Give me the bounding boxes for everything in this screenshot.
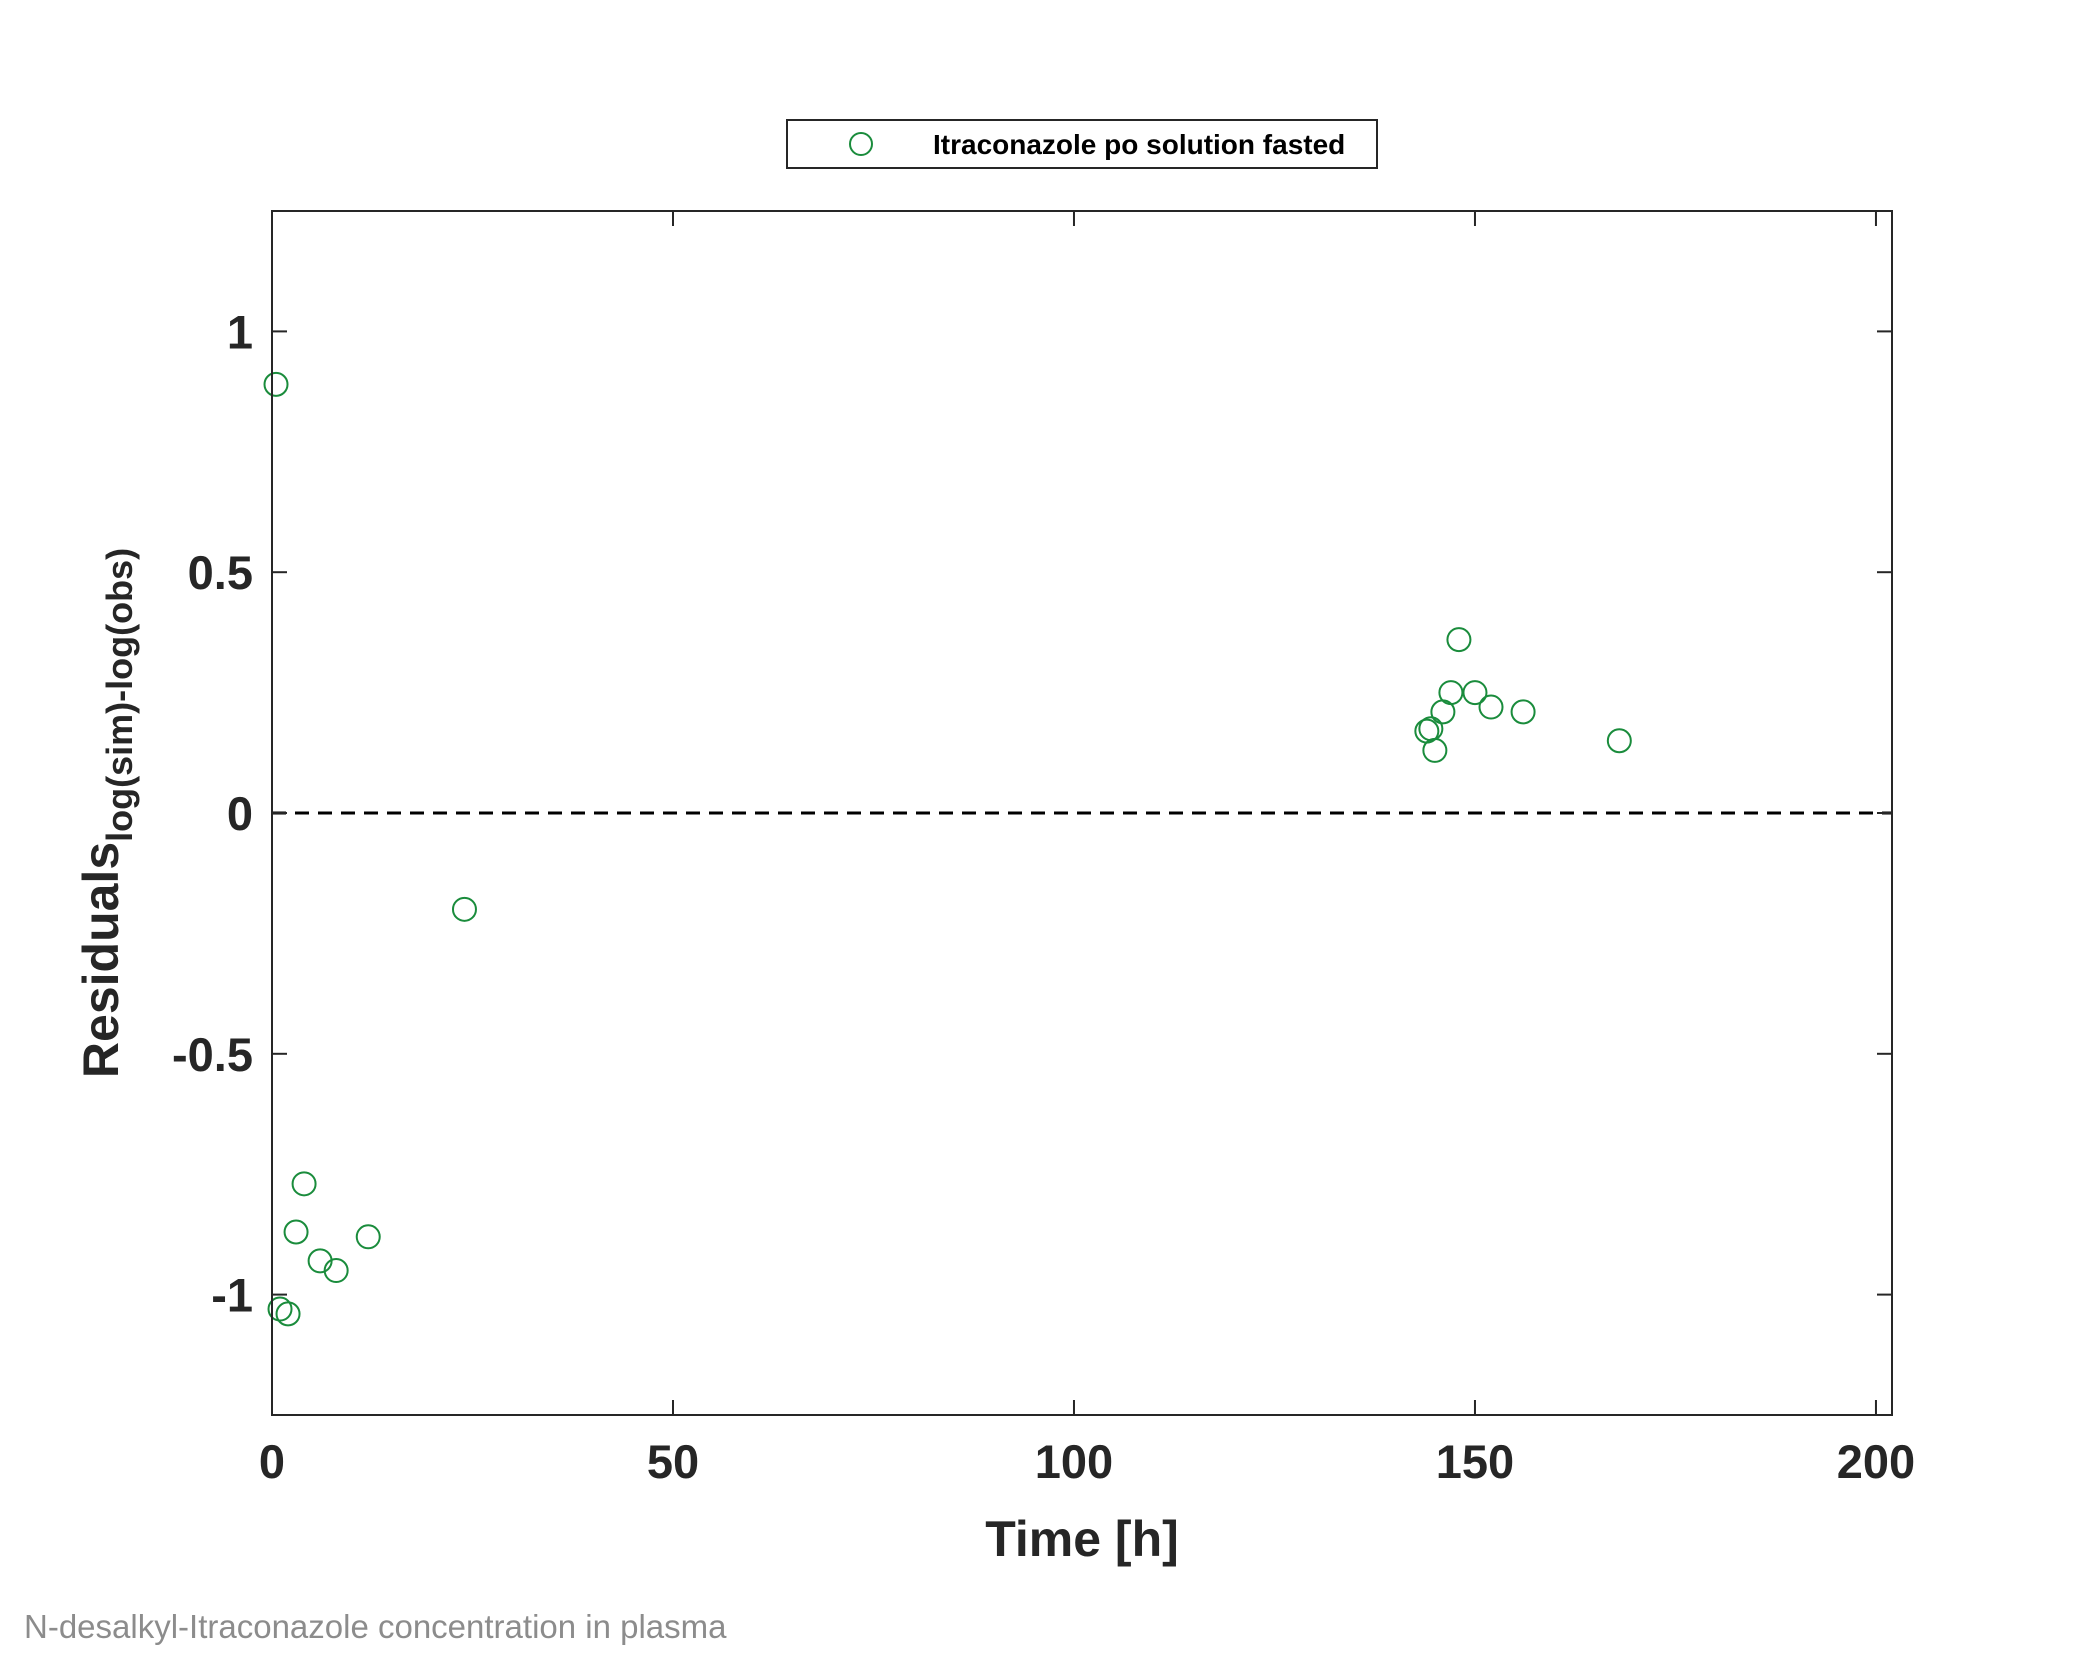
- legend-label: Itraconazole po solution fasted: [933, 129, 1345, 160]
- data-point: [1606, 728, 1632, 754]
- legend-box: [786, 119, 1378, 169]
- data-point: [1438, 680, 1464, 706]
- y-tick-label: 1: [227, 305, 253, 358]
- x-axis-title: Time [h]: [985, 1511, 1179, 1567]
- data-point: [263, 371, 289, 397]
- data-point: [1446, 627, 1472, 653]
- x-tick-label: 150: [1436, 1435, 1514, 1488]
- x-tick-label: 100: [1035, 1435, 1113, 1488]
- data-point: [267, 1296, 293, 1322]
- legend: Itraconazole po solution fasted: [786, 119, 1378, 169]
- x-tick-label: 0: [259, 1435, 285, 1488]
- y-tick-label: 0.5: [188, 546, 253, 599]
- data-points: [263, 371, 1632, 1327]
- y-tick-label: -0.5: [172, 1028, 253, 1081]
- data-point: [1510, 699, 1536, 725]
- y-axis-title-main: Residuals: [73, 842, 129, 1078]
- data-point: [275, 1301, 301, 1327]
- legend-marker: [849, 132, 873, 156]
- data-point: [355, 1224, 381, 1250]
- data-point: [451, 896, 477, 922]
- y-tick-label: -1: [211, 1269, 253, 1322]
- figure-caption: N-desalkyl-Itraconazole concentration in…: [24, 1608, 727, 1645]
- x-tick-label: 50: [647, 1435, 699, 1488]
- y-axis-title: Residualslog(sim)-log(obs): [73, 548, 140, 1078]
- data-point: [1462, 680, 1488, 706]
- data-point: [323, 1258, 349, 1284]
- data-point: [1478, 694, 1504, 720]
- plot-frame: [271, 210, 1893, 1416]
- data-point: [1422, 737, 1448, 763]
- data-point: [291, 1171, 317, 1197]
- y-tick-labels: -1 -0.5 0 0.5 1: [172, 305, 253, 1321]
- x-tick-labels: 0 50 100 150 200: [259, 1435, 1915, 1488]
- x-tick-label: 200: [1837, 1435, 1915, 1488]
- y-tick-label: 0: [227, 787, 253, 840]
- y-axis-title-subscript: log(sim)-log(obs): [99, 548, 140, 842]
- data-point: [283, 1219, 309, 1245]
